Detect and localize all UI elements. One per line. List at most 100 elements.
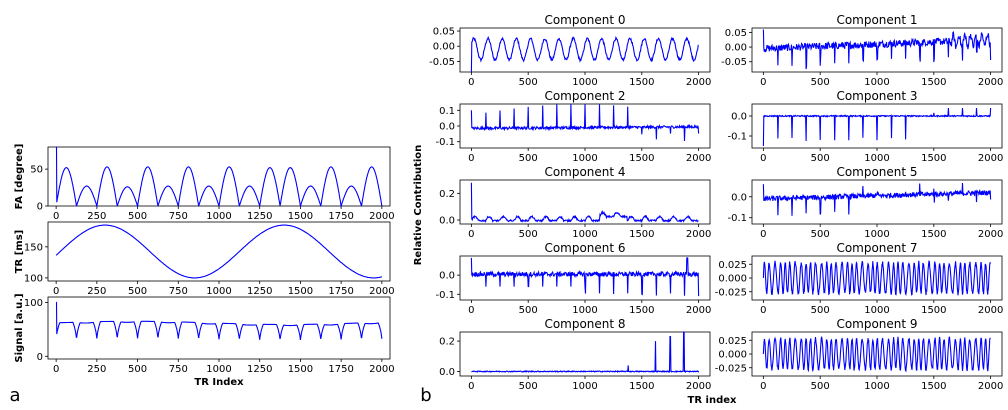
x-tick-label-signal: 1750 [328,364,353,375]
x-tick-label-c0: 500 [519,77,538,88]
x-tick-label-c1: 1000 [864,77,889,88]
x-tick-label-c9: 0 [760,381,766,392]
series-line-c6 [470,257,700,297]
x-tick-label-c4: 1000 [572,229,597,240]
y-tick-label-c0: -0.05 [429,57,455,68]
panel-label-a: a [9,385,20,406]
series-line-tr [55,224,383,279]
x-tick-label-c9: 2000 [978,381,1003,392]
title-c2: Component 2 [544,89,625,103]
x-tick-label-c0: 2000 [686,77,711,88]
x-tick-label-c7: 2000 [978,305,1003,316]
x-tick-label-c3: 0 [760,153,766,164]
y-tick-label-c5: -0.1 [727,213,747,224]
x-tick-label-signal: 1250 [247,364,272,375]
x-tick-label-signal: 1000 [206,364,231,375]
x-tick-label-c7: 1500 [921,305,946,316]
x-tick-label-tr: 1000 [206,286,231,297]
series-line-fa [55,146,383,209]
x-tick-label-c1: 0 [760,77,766,88]
x-tick-label-c5: 1000 [864,229,889,240]
y-tick-label-c5: 0.0 [731,192,747,203]
y-tick-label-c2: 0.0 [439,122,455,133]
left-x-label: TR Index [194,377,244,388]
x-tick-label-tr: 750 [169,286,188,297]
y-tick-label-fa: 50 [30,165,43,176]
x-tick-label-c6: 0 [468,305,474,316]
title-c0: Component 0 [544,13,625,27]
y-tick-label-c6: -0.1 [435,290,455,301]
y-tick-label-c9: 0.025 [718,336,747,347]
x-tick-label-fa: 250 [87,211,106,222]
series-line-c0 [470,35,699,73]
series-line-c4 [470,182,699,224]
x-tick-label-c0: 1000 [572,77,597,88]
x-tick-label-c8: 0 [468,381,474,392]
x-tick-label-fa: 1500 [288,211,313,222]
x-tick-label-signal: 2000 [369,364,394,375]
title-c8: Component 8 [544,317,625,331]
y-tick-label-c2: -0.1 [435,137,455,148]
x-tick-label-c2: 1500 [629,153,654,164]
x-tick-label-c2: 2000 [686,153,711,164]
x-tick-label-fa: 750 [169,211,188,222]
x-tick-label-fa: 0 [53,211,59,222]
x-tick-label-c7: 1000 [864,305,889,316]
series-line-c3 [762,107,992,147]
x-tick-label-tr: 1500 [288,286,313,297]
right-x-label: TR index [688,395,737,406]
x-tick-label-c5: 0 [760,229,766,240]
series-line-c9 [762,335,991,373]
y-tick-label-c3: -0.1 [727,132,747,143]
series-line-c7 [762,260,991,296]
y-label-fa: FA [degree] [14,144,25,210]
x-tick-label-c0: 1500 [629,77,654,88]
y-tick-label-c4: 0.2 [439,189,455,200]
x-tick-label-c3: 1500 [921,153,946,164]
y-tick-label-c1: 0.00 [725,43,747,54]
x-tick-label-c5: 500 [811,229,830,240]
y-tick-label-c9: 0.000 [718,350,747,361]
x-tick-label-tr: 500 [128,286,147,297]
x-tick-label-c7: 0 [760,305,766,316]
x-tick-label-tr: 250 [87,286,106,297]
axes-frame-c0 [459,27,711,73]
axes-frame-tr [47,221,391,282]
x-tick-label-signal: 250 [87,364,106,375]
title-c6: Component 6 [544,241,625,255]
series-line-c1 [762,29,992,70]
x-tick-label-c6: 1000 [572,305,597,316]
x-tick-label-c6: 1500 [629,305,654,316]
y-tick-label-c7: -0.025 [715,287,747,298]
x-tick-label-fa: 500 [128,211,147,222]
axes-frame-c8 [459,331,711,377]
x-tick-label-c4: 500 [519,229,538,240]
x-tick-label-c9: 1500 [921,381,946,392]
x-tick-label-c3: 1000 [864,153,889,164]
title-c3: Component 3 [836,89,917,103]
y-label-tr: TR [ms] [14,230,25,274]
x-tick-label-c6: 500 [519,305,538,316]
y-tick-label-c3: 0.0 [731,112,747,123]
y-tick-label-tr: 150 [24,242,43,253]
x-tick-label-signal: 0 [53,364,59,375]
x-tick-label-fa: 1000 [206,211,231,222]
x-tick-label-fa: 1750 [328,211,353,222]
x-tick-label-signal: 1500 [288,364,313,375]
x-tick-label-c5: 2000 [978,229,1003,240]
series-line-c2 [470,104,700,142]
axes-frame-fa [47,146,391,207]
series-line-c8 [471,331,700,374]
x-tick-label-c0: 0 [468,77,474,88]
title-c7: Component 7 [836,241,917,255]
series-line-signal [55,301,383,340]
x-tick-label-c7: 500 [811,305,830,316]
x-tick-label-c3: 2000 [978,153,1003,164]
x-tick-label-fa: 2000 [369,211,394,222]
x-tick-label-c1: 1500 [921,77,946,88]
x-tick-label-tr: 1750 [328,286,353,297]
x-tick-label-signal: 500 [128,364,147,375]
x-tick-label-c8: 2000 [686,381,711,392]
title-c5: Component 5 [836,165,917,179]
